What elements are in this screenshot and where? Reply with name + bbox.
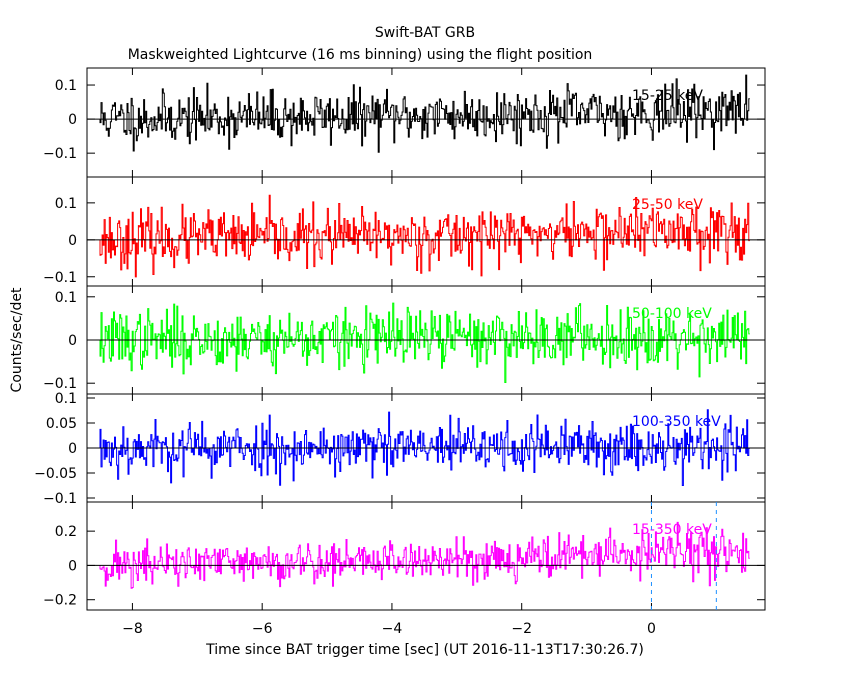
y-tick-label-4-0: 0.2 xyxy=(55,524,77,540)
y-tick-label-0-1: 0 xyxy=(68,112,77,128)
y-tick-label-3-0: 0.1 xyxy=(55,391,77,407)
series-line-0 xyxy=(99,74,750,153)
x-axis: −8 −6 −4 −2 0 xyxy=(122,621,656,637)
band-label-2: 50-100 keV xyxy=(632,306,712,322)
series-line-4 xyxy=(99,521,750,589)
y-axis-label: Counts/sec/det xyxy=(9,287,25,392)
panel-1: 0.1 0 −0.1 25-50 keV xyxy=(43,176,766,287)
panel-3: 0.1 0.05 0 −0.05 −0.1 100-350 keV xyxy=(34,391,766,507)
series-line-3 xyxy=(99,409,750,486)
y-tick-label-3-1: 0.05 xyxy=(46,416,77,432)
y-tick-label-2-1: 0 xyxy=(68,333,77,349)
y-tick-label-3-3: −0.05 xyxy=(34,466,77,482)
band-label-3: 100-350 keV xyxy=(632,414,721,430)
y-tick-label-3-4: −0.1 xyxy=(43,491,77,507)
x-tick-label-3: −2 xyxy=(511,621,532,637)
x-tick-label-0: −8 xyxy=(122,621,143,637)
band-label-0: 15-25 keV xyxy=(632,88,703,104)
y-tick-label-0-2: −0.1 xyxy=(43,146,77,162)
chart-title: Swift-BAT GRB xyxy=(375,25,475,41)
y-tick-label-3-2: 0 xyxy=(68,441,77,457)
x-tick-label-2: −4 xyxy=(382,621,403,637)
panels: 0.1 0 −0.1 15-25 keV 0.1 0 −0.1 25-50 keV 0.1 0 −0… xyxy=(34,67,766,611)
x-tick-label-1: −6 xyxy=(252,621,273,637)
y-tick-label-4-1: 0 xyxy=(68,558,77,574)
x-axis-label: Time since BAT trigger time [sec] (UT 20… xyxy=(205,642,644,658)
band-label-4: 15-350 keV xyxy=(632,522,712,538)
y-tick-label-1-0: 0.1 xyxy=(55,196,77,212)
panel-2: 0.1 0 −0.1 50-100 keV xyxy=(43,285,766,395)
y-tick-label-2-0: 0.1 xyxy=(55,290,77,306)
y-tick-label-1-2: −0.1 xyxy=(43,270,77,286)
chart-subtitle: Maskweighted Lightcurve (16 ms binning) … xyxy=(128,47,593,63)
y-tick-label-1-1: 0 xyxy=(68,233,77,249)
series-line-2 xyxy=(99,302,750,383)
series-line-1 xyxy=(99,194,750,278)
y-tick-label-2-2: −0.1 xyxy=(43,376,77,392)
panel-0: 0.1 0 −0.1 15-25 keV xyxy=(43,67,766,178)
y-tick-label-0-0: 0.1 xyxy=(55,78,77,94)
panel-4: 0.2 0 −0.2 15-350 keV xyxy=(43,501,766,611)
band-label-1: 25-50 keV xyxy=(632,197,703,213)
y-tick-label-4-2: −0.2 xyxy=(43,593,77,609)
panel-frame-4 xyxy=(86,501,766,611)
x-tick-label-4: 0 xyxy=(647,621,656,637)
